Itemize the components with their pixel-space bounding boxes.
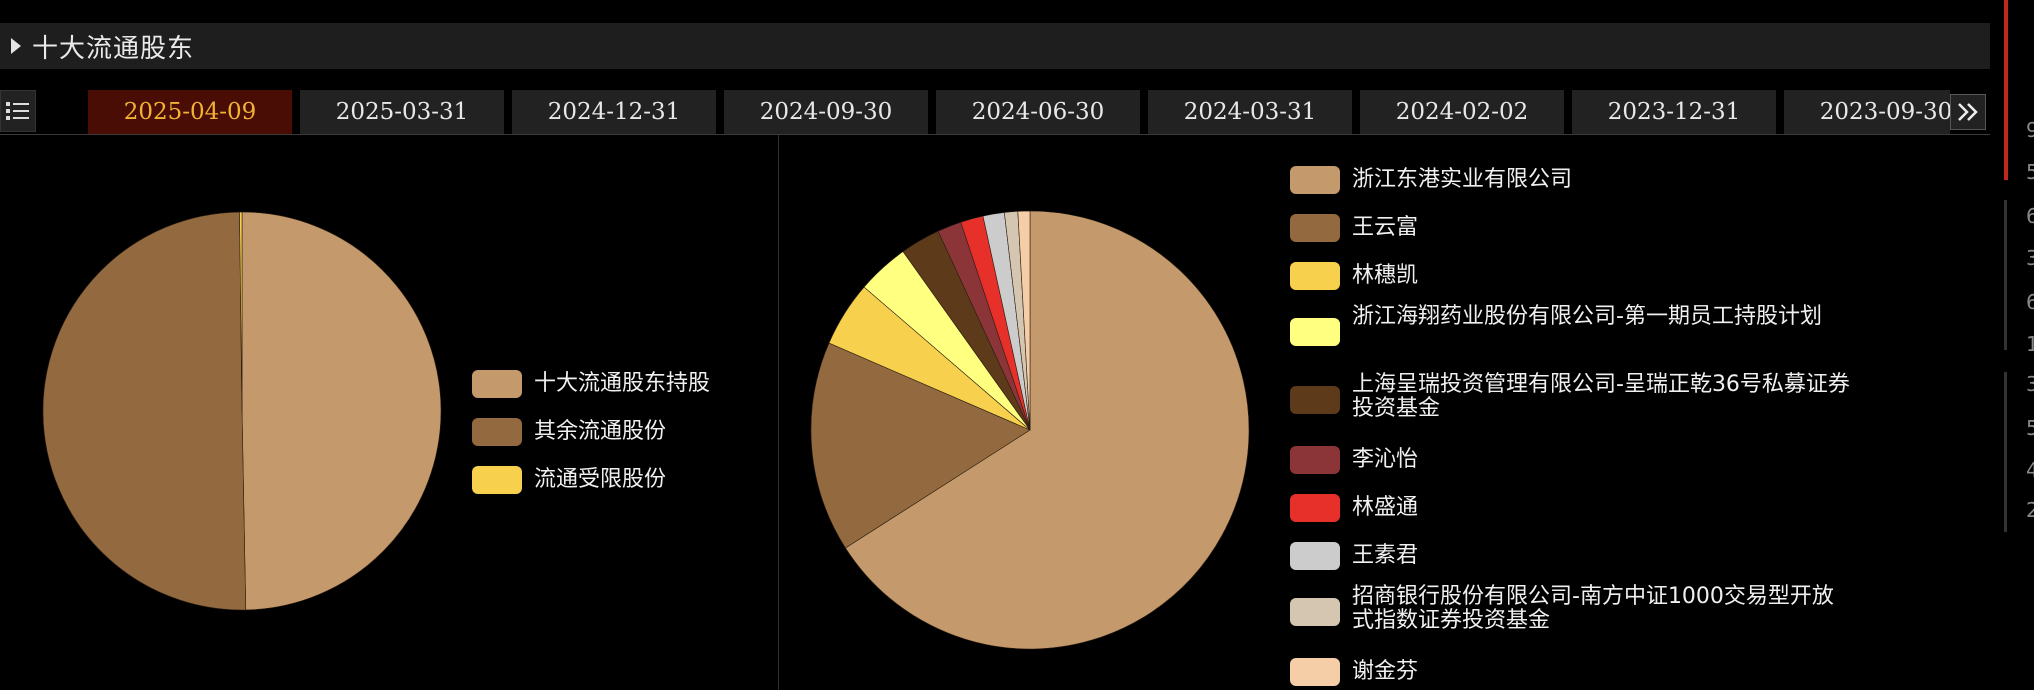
legend-swatch (1290, 214, 1340, 242)
legend-item[interactable]: 上海呈瑞投资管理有限公司-呈瑞正乾36号私募证券投资基金 (1290, 372, 1850, 444)
legend-label: 谢金芬 (1352, 659, 1419, 684)
list-view-button[interactable] (0, 90, 36, 132)
legend-label: 其余流通股份 (534, 419, 667, 444)
legend-label: 李沁怡 (1352, 447, 1419, 472)
date-tab-bar: 2025-04-09 2025-03-31 2024-12-31 2024-09-30… (0, 90, 1990, 135)
tabs-viewport: 2025-04-09 2025-03-31 2024-12-31 2024-09-30… (88, 90, 1950, 134)
pie-chart-float-structure (42, 211, 442, 611)
scroll-track-lower (2004, 372, 2007, 532)
tab-date[interactable]: 2024-09-30 (724, 90, 928, 134)
legend-label: 上海呈瑞投资管理有限公司-呈瑞正乾36号私募证券投资基金 (1352, 372, 1850, 421)
legend-swatch (1290, 494, 1340, 522)
pie-slice[interactable] (239, 211, 243, 412)
legend-item[interactable]: 招商银行股份有限公司-南方中证1000交易型开放式指数证券投资基金 (1290, 584, 1850, 656)
legend-item[interactable]: 王素君 (1290, 540, 1850, 588)
tabs: 2025-04-09 2025-03-31 2024-12-31 2024-09-30… (88, 90, 1950, 134)
more-tabs-button[interactable] (1950, 94, 1986, 130)
edge-digit: 4 (2026, 458, 2034, 482)
scroll-indicator (2004, 0, 2008, 180)
legend-swatch (472, 370, 522, 398)
tab-date[interactable]: 2023-09-30 (1784, 90, 1950, 134)
section-header[interactable]: 十大流通股东 (0, 23, 1990, 69)
legend-swatch (472, 418, 522, 446)
tab-date[interactable]: 2023-12-31 (1572, 90, 1776, 134)
legend-label: 王素君 (1352, 543, 1419, 568)
tab-date[interactable]: 2024-03-31 (1148, 90, 1352, 134)
legend-swatch (1290, 446, 1340, 474)
legend-item[interactable]: 王云富 (1290, 212, 1850, 260)
legend-swatch (1290, 386, 1340, 414)
pie-chart-top-holders (810, 210, 1250, 650)
legend-swatch (1290, 318, 1340, 346)
edge-digit: 5 (2026, 416, 2034, 440)
legend-swatch (1290, 598, 1340, 626)
legend-swatch (1290, 542, 1340, 570)
edge-digit: 5 (2026, 160, 2034, 184)
panel-divider (778, 135, 779, 690)
edge-digit: 3 (2026, 246, 2034, 270)
legend-item[interactable]: 浙江海翔药业股份有限公司-第一期员工持股计划 (1290, 304, 1850, 376)
tab-date[interactable]: 2024-02-02 (1360, 90, 1564, 134)
tab-date[interactable]: 2024-12-31 (512, 90, 716, 134)
edge-digit: 1 (2026, 332, 2034, 356)
pie-slice[interactable] (810, 342, 1031, 549)
legend-top-holders: 浙江东港实业有限公司 王云富林穗凯浙江海翔药业股份有限公司-第一期员工持股计划上海… (1290, 164, 1850, 690)
legend-label: 浙江东港实业有限公司 (1352, 167, 1573, 192)
edge-digit: 2 (2026, 498, 2034, 522)
legend-item[interactable]: 浙江东港实业有限公司 (1290, 164, 1850, 212)
legend-swatch (472, 466, 522, 494)
legend-item[interactable]: 谢金芬 (1290, 656, 1850, 690)
legend-item[interactable]: 李沁怡 (1290, 444, 1850, 492)
list-icon (6, 102, 29, 120)
legend-swatch (1290, 166, 1340, 194)
legend-label: 林穗凯 (1352, 263, 1419, 288)
section-title: 十大流通股东 (32, 33, 195, 64)
pie-slice[interactable] (42, 211, 247, 611)
legend-label: 林盛通 (1352, 495, 1419, 520)
legend-item[interactable]: 流通受限股份 (472, 466, 772, 514)
edge-digit: 9 (2026, 118, 2034, 142)
legend-label: 十大流通股东持股 (534, 371, 711, 396)
edge-digit: 6 (2026, 204, 2034, 228)
pie-slice[interactable] (1017, 210, 1031, 431)
legend-item[interactable]: 其余流通股份 (472, 418, 772, 466)
legend-float-structure: 十大流通股东持股 其余流通股份 流通受限股份 (472, 370, 772, 514)
legend-label: 浙江海翔药业股份有限公司-第一期员工持股计划 (1352, 304, 1822, 329)
pie-slice[interactable] (845, 210, 1250, 650)
legend-item[interactable]: 十大流通股东持股 (472, 370, 772, 418)
legend-swatch (1290, 262, 1340, 290)
legend-label: 流通受限股份 (534, 467, 667, 492)
legend-item[interactable]: 林穗凯 (1290, 260, 1850, 308)
tab-date[interactable]: 2025-04-09 (88, 90, 292, 134)
tab-date[interactable]: 2025-03-31 (300, 90, 504, 134)
triangle-right-icon[interactable] (11, 38, 21, 54)
scroll-track-upper (2004, 200, 2007, 350)
legend-item[interactable]: 林盛通 (1290, 492, 1850, 540)
tab-date[interactable]: 2024-06-30 (936, 90, 1140, 134)
edge-digit: 6 (2026, 290, 2034, 314)
pie-slice[interactable] (241, 211, 442, 611)
legend-label: 王云富 (1352, 215, 1419, 240)
edge-digit: 3 (2026, 372, 2034, 396)
legend-swatch (1290, 658, 1340, 686)
double-chevron-right-icon (1958, 103, 1978, 121)
legend-label: 招商银行股份有限公司-南方中证1000交易型开放式指数证券投资基金 (1352, 584, 1834, 633)
